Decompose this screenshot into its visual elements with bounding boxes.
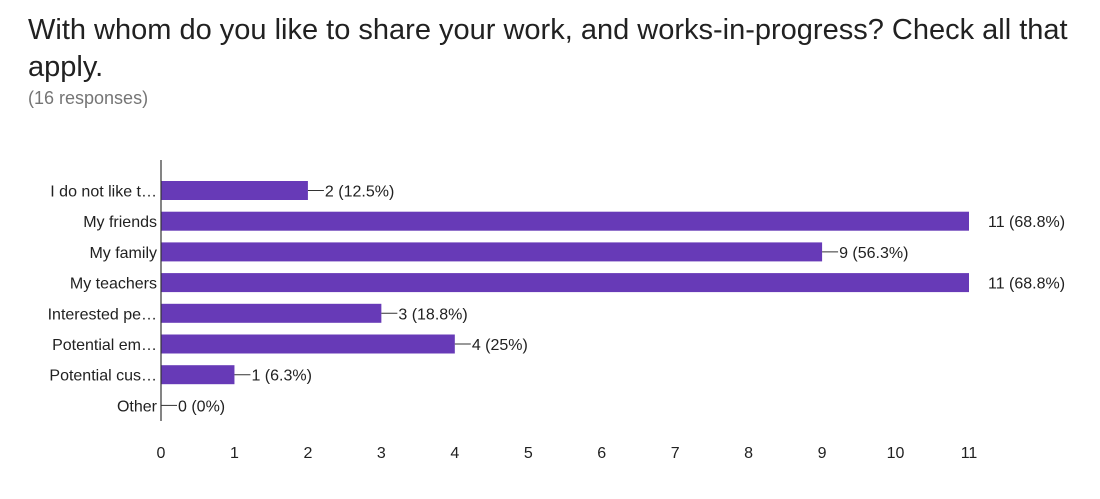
x-tick-label-9: 9 [818,445,827,462]
data-label-7: 0 (0%) [178,398,225,415]
x-tick-label-6: 6 [597,445,606,462]
bars-layer [161,181,969,385]
x-tick-label-2: 2 [303,445,312,462]
category-label-4: Interested pe… [48,306,157,323]
data-label-3: 11 (68.8%) [988,276,1065,293]
data-label-1: 11 (68.8%) [988,214,1065,231]
category-label-5: Potential em… [52,337,157,354]
category-label-0: I do not like t… [50,184,157,201]
data-label-5: 4 (25%) [472,337,528,354]
bar-1 [161,211,969,231]
chart-title: With whom do you like to share your work… [28,14,1068,83]
x-tick-label-1: 1 [230,445,239,462]
labels-layer: I do not like t… 2 (12.5%)My friends 11 (6… [48,184,1065,463]
x-tick-label-10: 10 [887,445,905,462]
x-tick-label-11: 11 [961,445,978,462]
response-count: (16 responses) [28,88,149,108]
category-label-3: My teachers [70,276,157,293]
bar-0 [161,181,308,200]
category-label-6: Potential cus… [49,368,157,385]
x-tick-label-4: 4 [450,445,459,462]
x-tick-label-7: 7 [671,445,680,462]
category-label-7: Other [117,398,158,415]
bar-6 [161,365,235,385]
data-label-2: 9 (56.3%) [839,245,908,262]
data-label-6: 1 (6.3%) [251,368,311,385]
data-label-4: 3 (18.8%) [398,306,467,323]
x-tick-label-8: 8 [744,445,753,462]
bar-4 [161,303,382,323]
x-tick-label-3: 3 [377,445,386,462]
data-label-0: 2 (12.5%) [325,184,394,201]
category-label-2: My family [89,245,157,262]
bar-2 [161,242,823,262]
bar-5 [161,334,455,354]
x-tick-label-5: 5 [524,445,533,462]
bar-3 [161,273,969,293]
category-label-1: My friends [83,214,157,231]
x-tick-label-0: 0 [157,445,166,462]
